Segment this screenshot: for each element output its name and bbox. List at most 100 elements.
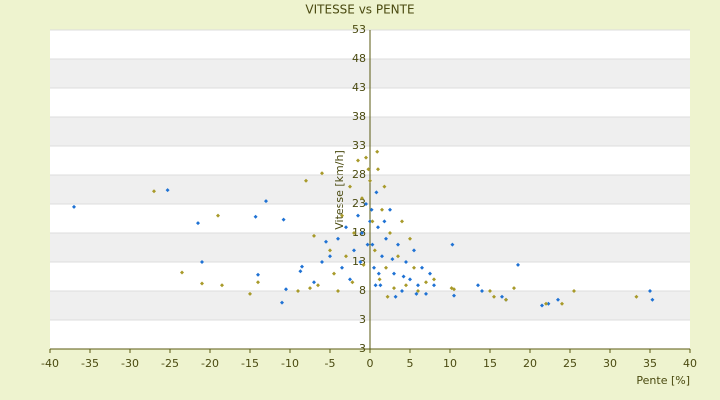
point (400, 219, 404, 224)
y-tick-label: 8 (359, 284, 366, 297)
y-tick-label: 3 (359, 313, 366, 326)
point (372, 248, 377, 253)
point (492, 294, 496, 299)
point (196, 221, 200, 226)
point (648, 289, 652, 293)
point (416, 289, 420, 293)
point (369, 207, 374, 212)
point (358, 260, 363, 264)
point (396, 254, 400, 259)
point (380, 207, 384, 212)
point (500, 294, 504, 299)
x-tick-label: 40 (683, 357, 697, 370)
x-tick-label: -5 (325, 357, 336, 370)
point (424, 291, 428, 296)
x-tick-label: 25 (563, 357, 577, 370)
point (504, 297, 508, 302)
point (308, 286, 312, 291)
point (368, 178, 372, 183)
point (348, 184, 352, 189)
point (378, 283, 383, 288)
point (256, 280, 260, 285)
point (152, 189, 156, 194)
point (324, 239, 328, 244)
point (382, 184, 387, 189)
x-tick-label: 20 (523, 357, 537, 370)
chart-title: VITESSE vs PENTE (305, 3, 414, 17)
point (253, 214, 258, 219)
point (488, 289, 492, 293)
point (432, 283, 436, 288)
point (404, 260, 408, 264)
point (372, 265, 376, 270)
x-tick-label: 10 (443, 357, 457, 370)
point (350, 280, 355, 285)
point (540, 303, 544, 308)
point (401, 274, 406, 279)
point (400, 289, 404, 293)
point (365, 242, 370, 247)
point (634, 294, 639, 299)
point (544, 301, 548, 306)
x-tick-label: 0 (367, 357, 374, 370)
point (376, 271, 381, 276)
point (428, 271, 432, 276)
point (340, 213, 344, 218)
x-tick-label: -10 (281, 357, 299, 370)
point (370, 242, 375, 247)
point (220, 283, 224, 288)
point (336, 289, 340, 293)
x-tick-label: -25 (161, 357, 179, 370)
point (312, 233, 316, 238)
point (312, 280, 316, 285)
point (352, 248, 356, 253)
point (200, 260, 204, 264)
point (384, 236, 388, 241)
x-tick-label: 5 (407, 357, 414, 370)
point (361, 262, 366, 267)
point (408, 236, 412, 241)
x-tick-label: -35 (81, 357, 99, 370)
point (414, 291, 419, 296)
point (377, 277, 382, 282)
point (368, 219, 372, 224)
point (412, 265, 416, 270)
point (332, 271, 336, 276)
point (382, 219, 387, 224)
point (248, 291, 252, 296)
point (366, 167, 371, 172)
x-tick-label: -30 (121, 357, 139, 370)
point (390, 257, 395, 262)
point (364, 202, 368, 206)
y-tick-label: 23 (352, 197, 366, 210)
point (556, 297, 560, 302)
point (416, 283, 420, 288)
point (280, 300, 284, 305)
y-tick-label: 53 (352, 23, 366, 36)
x-tick-label: 35 (643, 357, 657, 370)
point (546, 301, 551, 306)
point (328, 248, 332, 253)
point (281, 217, 286, 222)
y-tick-label: 33 (352, 139, 366, 152)
point (392, 286, 396, 291)
point (348, 277, 352, 282)
y-tick-label: 18 (352, 226, 366, 239)
point (450, 242, 455, 247)
point (352, 231, 356, 235)
point (300, 264, 304, 269)
point (316, 283, 320, 288)
point (320, 260, 324, 264)
point (374, 190, 379, 195)
point (200, 281, 204, 286)
point (512, 286, 516, 291)
point (393, 294, 398, 299)
point (264, 199, 268, 204)
point (452, 287, 456, 292)
point (572, 289, 576, 293)
x-tick-label: -20 (201, 357, 219, 370)
point (408, 277, 412, 282)
point (516, 262, 520, 267)
